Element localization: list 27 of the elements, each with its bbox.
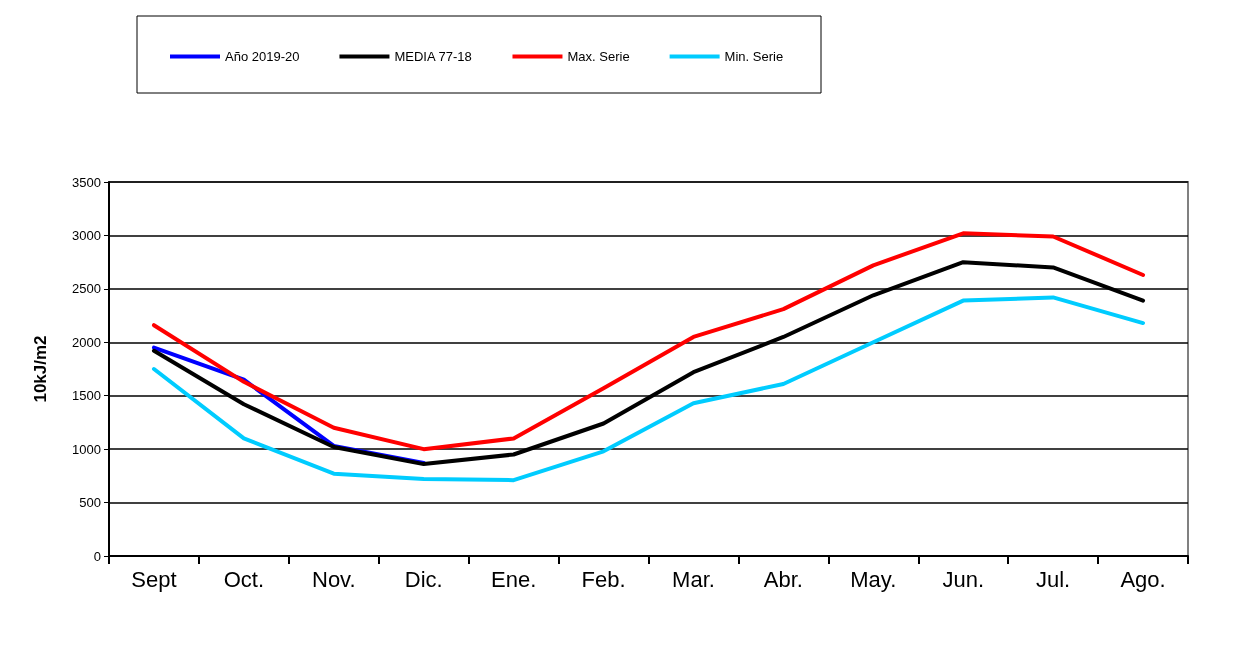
- y-axis-title: 10kJ/m2: [31, 335, 50, 403]
- y-tick-label: 2500: [72, 281, 101, 297]
- x-tick-label: Nov.: [311, 566, 356, 592]
- y-tick-label: 500: [79, 495, 101, 511]
- legend-label: MEDIA 77-18: [394, 49, 472, 64]
- y-tick-label: 2000: [72, 334, 101, 350]
- y-tick-label: 3000: [72, 227, 101, 243]
- legend-label: Año 2019-20: [225, 49, 300, 64]
- x-tick-label: Mar.: [672, 566, 715, 592]
- line-series: [151, 295, 1146, 483]
- x-tick-label: Jul.: [1036, 566, 1071, 592]
- y-tick-label: 1500: [72, 388, 101, 404]
- x-tick-label: Jun.: [942, 566, 985, 592]
- legend-label: Max. Serie: [567, 49, 630, 64]
- x-tick-label: Oct.: [223, 566, 265, 592]
- x-tick-label: Ago.: [1120, 566, 1166, 592]
- x-tick-label: Dic.: [404, 566, 443, 592]
- legend-label: Min. Serie: [724, 49, 784, 64]
- y-tick-label: 0: [93, 548, 101, 564]
- x-tick-label: Ene.: [490, 566, 537, 592]
- x-tick-label: Sept: [131, 566, 177, 592]
- x-tick-label: May.: [850, 566, 897, 592]
- x-tick-label: Feb.: [581, 566, 626, 592]
- line-series: [151, 231, 1146, 452]
- y-tick-label: 3500: [72, 174, 101, 190]
- y-tick-label: 1000: [72, 441, 101, 457]
- x-tick-label: Abr.: [763, 566, 803, 592]
